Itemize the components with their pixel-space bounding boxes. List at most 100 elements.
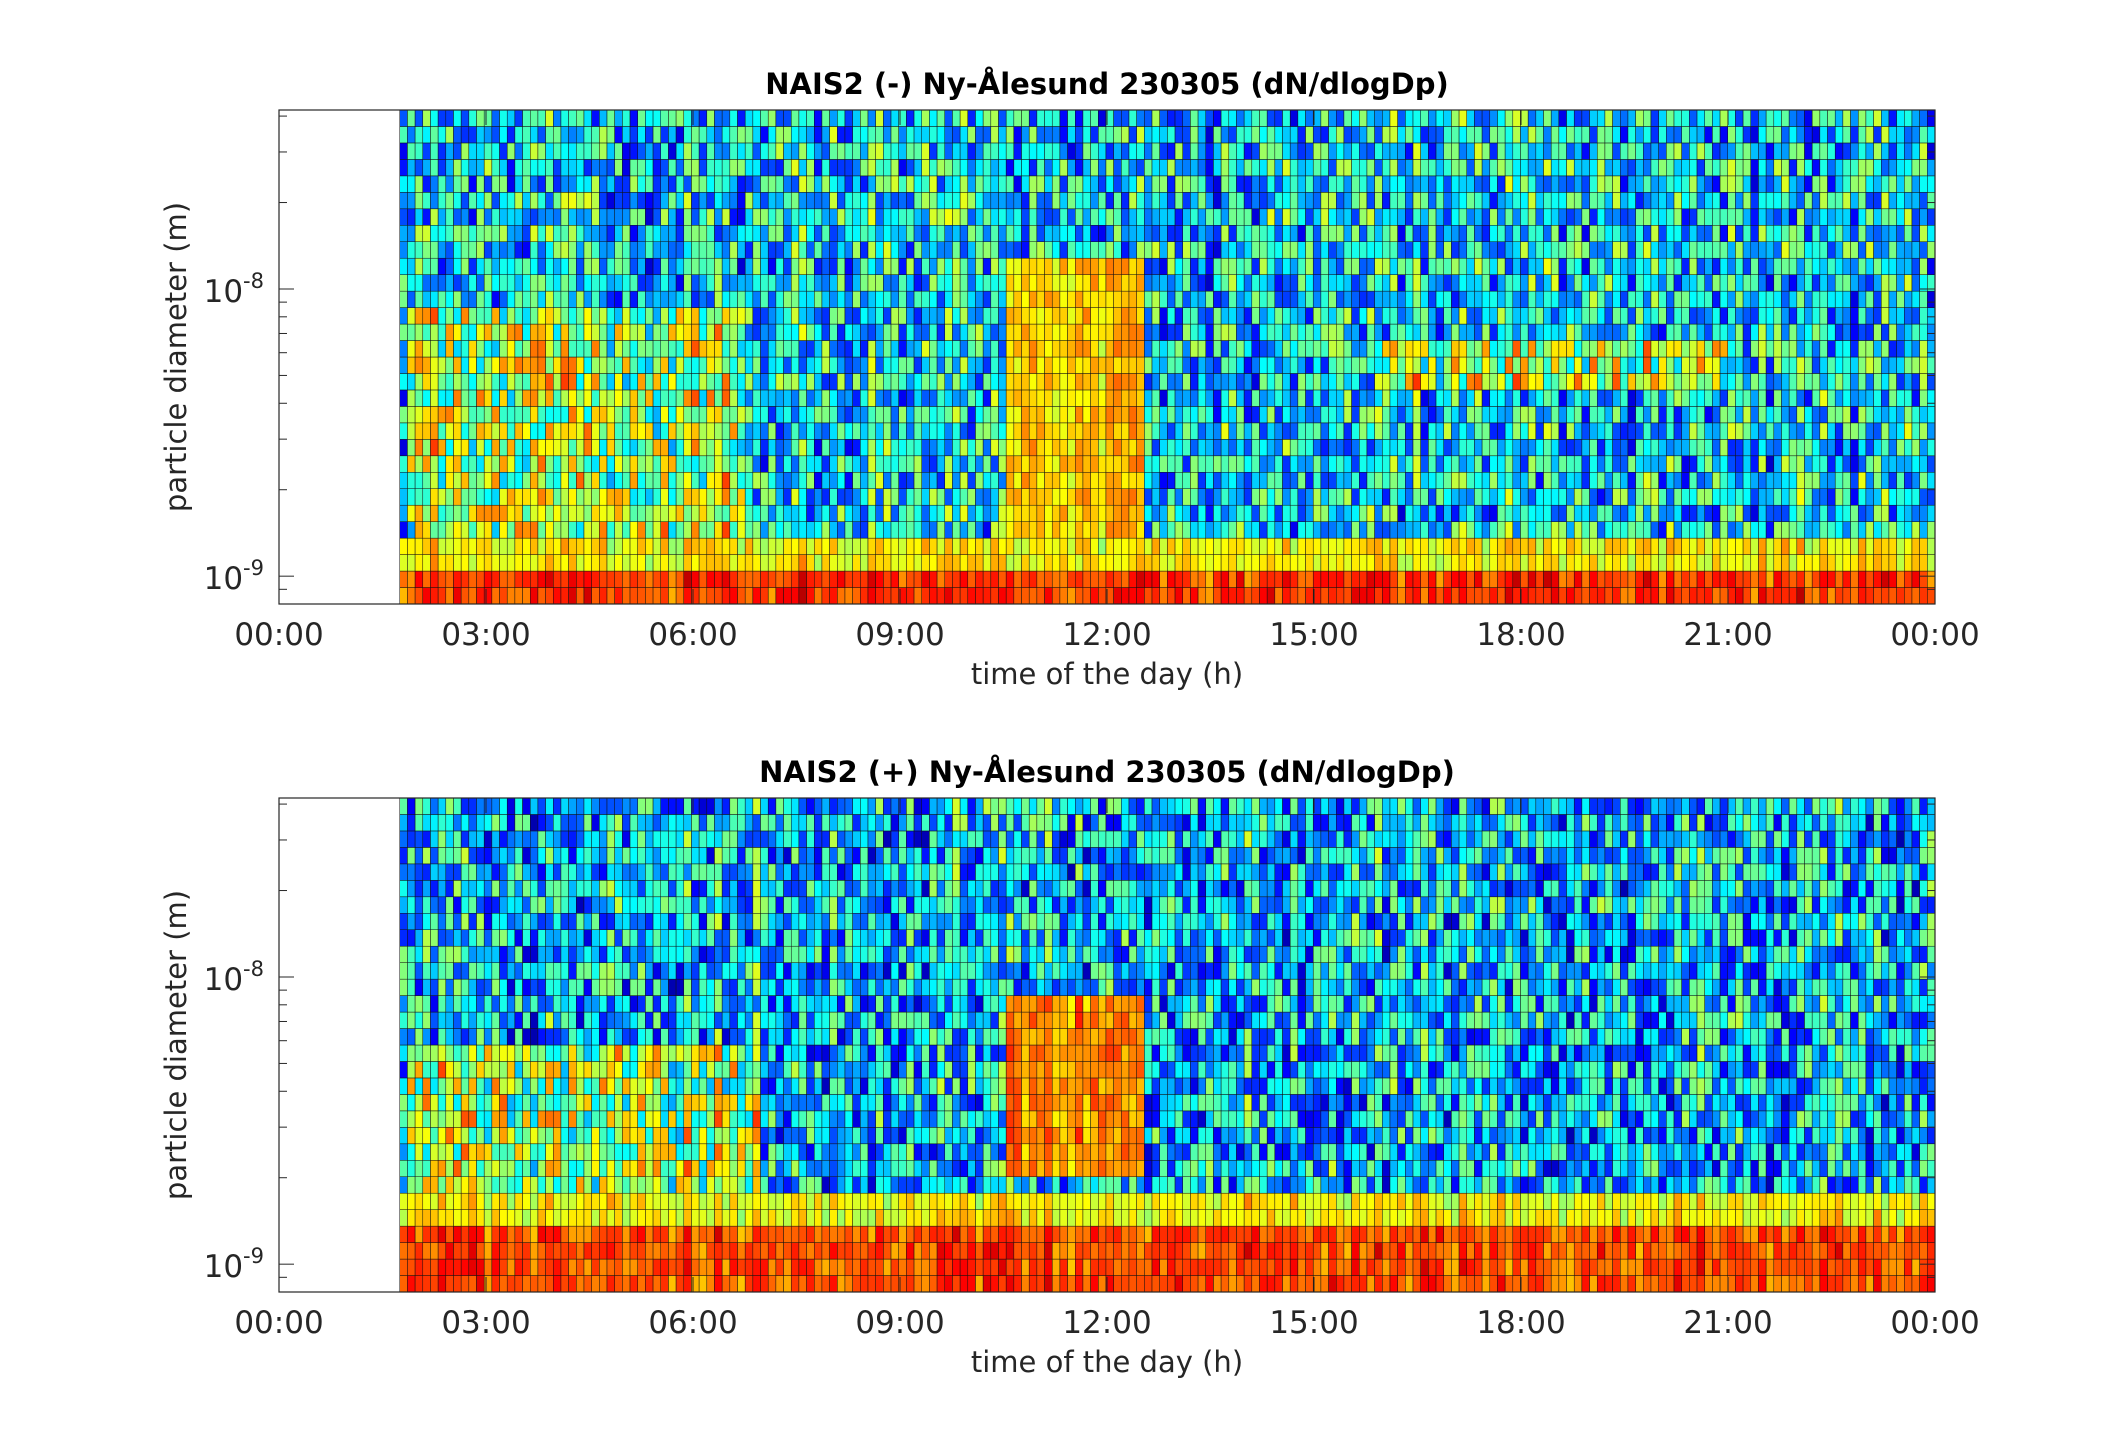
heatmap-cell xyxy=(399,225,408,242)
heatmap-cell xyxy=(430,109,439,127)
heatmap-cell xyxy=(1297,537,1306,555)
heatmap-cell xyxy=(1151,570,1160,588)
heatmap-cell xyxy=(637,521,646,539)
heatmap-cell xyxy=(1205,257,1214,275)
heatmap-cell xyxy=(1312,439,1322,457)
heatmap-cell xyxy=(1527,488,1537,506)
heatmap-cell xyxy=(1251,521,1260,539)
heatmap-cell xyxy=(752,488,761,506)
heatmap-cell xyxy=(675,472,685,489)
heatmap-cell xyxy=(606,439,615,457)
heatmap-cell xyxy=(1382,422,1391,440)
heatmap-cell xyxy=(1121,109,1130,127)
heatmap-cell xyxy=(1067,488,1076,506)
heatmap-cell xyxy=(1297,472,1306,489)
heatmap-cell xyxy=(414,554,424,572)
heatmap-cell xyxy=(553,142,562,160)
heatmap-cell xyxy=(537,356,546,374)
heatmap-cell xyxy=(921,504,930,522)
heatmap-cell xyxy=(599,455,608,473)
heatmap-cell xyxy=(1566,472,1575,489)
heatmap-cell xyxy=(522,323,531,341)
heatmap-cell xyxy=(445,241,454,259)
heatmap-cell xyxy=(1213,356,1222,374)
heatmap-cell xyxy=(959,142,969,160)
heatmap-cell xyxy=(1489,389,1498,407)
heatmap-cell xyxy=(721,406,731,424)
heatmap-cell xyxy=(936,488,946,506)
heatmap-cell xyxy=(1543,373,1552,391)
heatmap-cell xyxy=(998,340,1007,358)
heatmap-cell xyxy=(1497,570,1506,588)
heatmap-cell xyxy=(1581,439,1590,457)
heatmap-cell xyxy=(1243,340,1253,358)
heatmap-cell xyxy=(1527,159,1537,177)
heatmap-cell xyxy=(1382,587,1391,605)
heatmap-cell xyxy=(1581,587,1590,605)
heatmap-cell xyxy=(1167,570,1176,588)
heatmap-cell xyxy=(576,340,585,358)
heatmap-cell xyxy=(775,340,784,358)
heatmap-cell xyxy=(1067,504,1076,522)
heatmap-cell xyxy=(1220,537,1230,555)
heatmap-cell xyxy=(675,192,685,210)
heatmap-cell xyxy=(1428,192,1437,210)
heatmap-cell xyxy=(491,257,500,275)
heatmap-cell xyxy=(975,504,984,522)
heatmap-cell xyxy=(683,274,692,292)
heatmap-cell xyxy=(860,537,869,555)
heatmap-cell xyxy=(1428,142,1437,160)
heatmap-cell xyxy=(537,537,546,555)
heatmap-cell xyxy=(752,290,761,308)
heatmap-cell xyxy=(1136,504,1145,522)
heatmap-cell xyxy=(1320,257,1329,275)
heatmap-cell xyxy=(1596,373,1606,391)
heatmap-cell xyxy=(629,274,638,292)
heatmap-cell xyxy=(422,257,431,275)
heatmap-cell xyxy=(1059,142,1068,160)
heatmap-cell xyxy=(829,504,838,522)
heatmap-cell xyxy=(1266,587,1276,605)
heatmap-cell xyxy=(1105,159,1114,177)
heatmap-cell xyxy=(1282,373,1291,391)
heatmap-cell xyxy=(1144,159,1153,177)
heatmap-cell xyxy=(1412,159,1421,177)
heatmap-cell xyxy=(936,257,946,275)
heatmap-cell xyxy=(1289,373,1299,391)
heatmap-cell xyxy=(890,142,899,160)
heatmap-cell xyxy=(790,488,800,506)
heatmap-cell xyxy=(1036,340,1045,358)
heatmap-cell xyxy=(860,455,869,473)
heatmap-cell xyxy=(599,192,608,210)
heatmap-cell xyxy=(499,422,508,440)
heatmap-cell xyxy=(1105,472,1114,489)
heatmap-cell xyxy=(1159,109,1168,127)
heatmap-cell xyxy=(1328,142,1337,160)
heatmap-cell xyxy=(668,587,677,605)
heatmap-cell xyxy=(514,406,523,424)
heatmap-cell xyxy=(1274,373,1283,391)
heatmap-cell xyxy=(1650,472,1659,489)
heatmap-cell xyxy=(1075,488,1084,506)
heatmap-cell xyxy=(660,389,669,407)
heatmap-cell xyxy=(422,587,431,605)
heatmap-cell xyxy=(921,356,930,374)
heatmap-cell xyxy=(1512,290,1521,308)
heatmap-cell xyxy=(1343,389,1352,407)
heatmap-cell xyxy=(1658,570,1667,588)
heatmap-cell xyxy=(422,521,431,539)
heatmap-cell xyxy=(913,208,922,226)
heatmap-cell xyxy=(1098,274,1107,292)
heatmap-cell xyxy=(537,109,546,127)
heatmap-cell xyxy=(1159,554,1168,572)
heatmap-cell xyxy=(437,587,447,605)
heatmap-cell xyxy=(530,406,539,424)
heatmap-cell xyxy=(422,241,431,259)
heatmap-cell xyxy=(1274,455,1283,473)
heatmap-cell xyxy=(1059,307,1068,325)
heatmap-cell xyxy=(1159,587,1168,605)
heatmap-cell xyxy=(737,192,746,210)
heatmap-cell xyxy=(553,126,562,144)
heatmap-cell xyxy=(967,109,976,127)
heatmap-cell xyxy=(1159,208,1168,226)
